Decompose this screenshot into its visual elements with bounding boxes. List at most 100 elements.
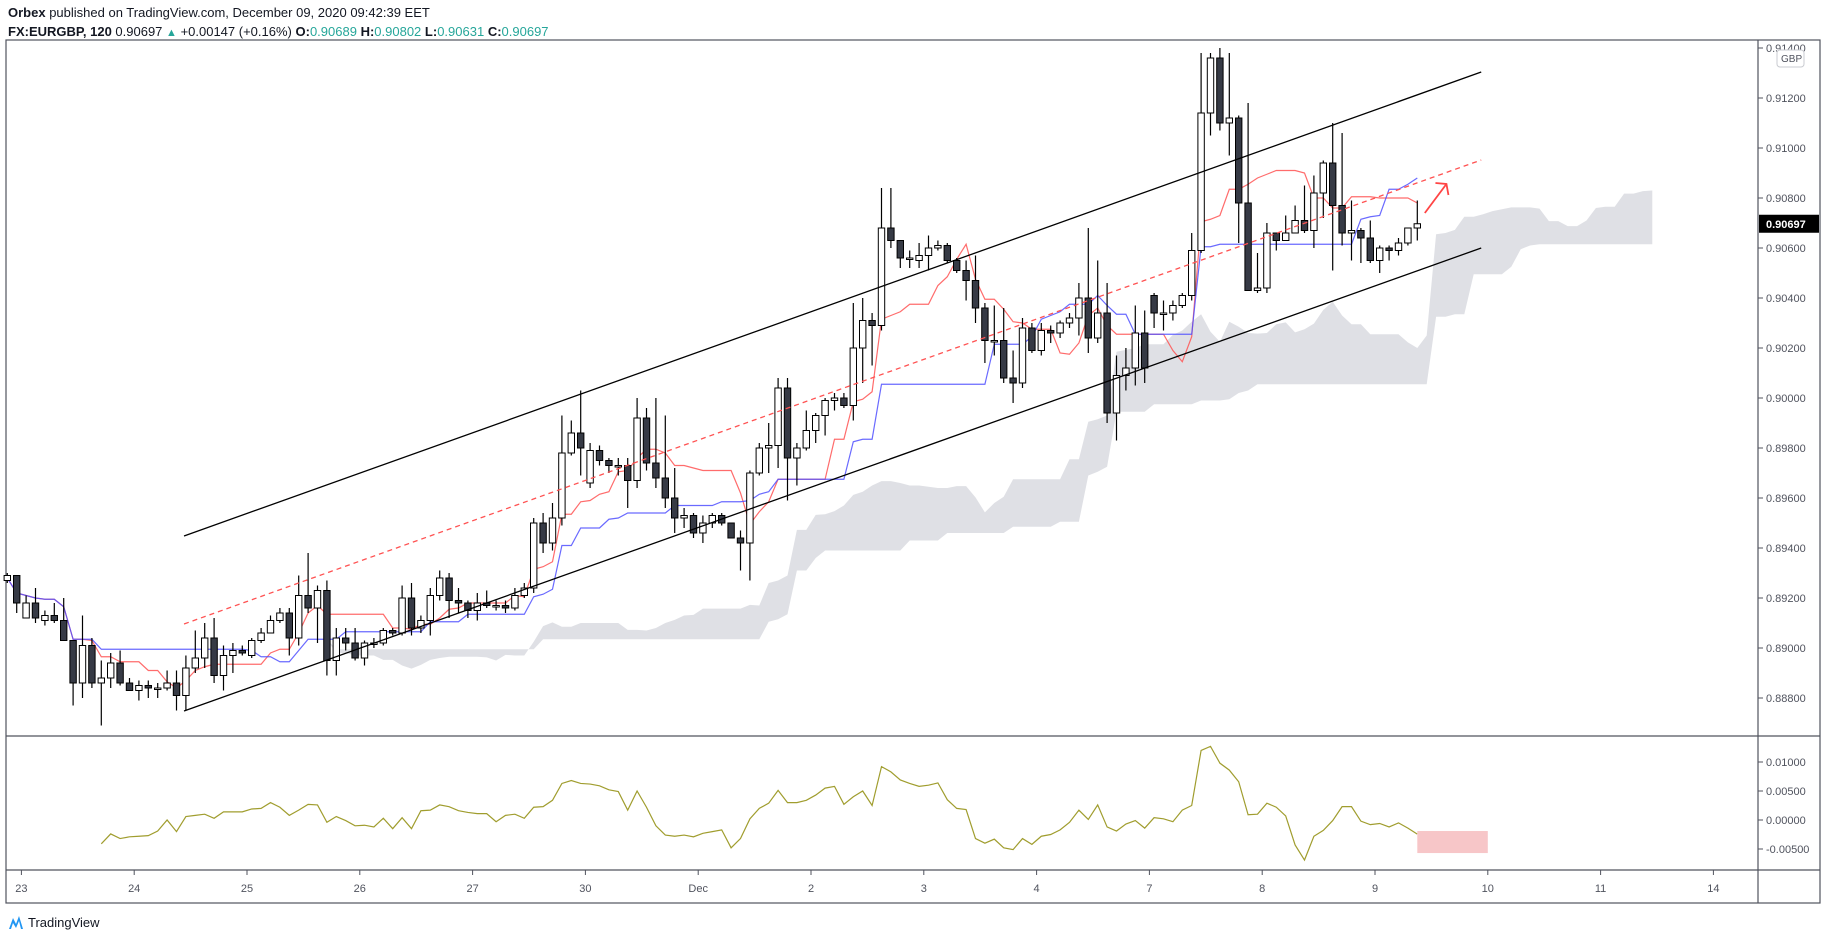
candle-bearish	[445, 577, 453, 601]
price-change: +0.00147 (+0.16%)	[180, 24, 292, 39]
candle-bullish	[633, 417, 641, 481]
candle-bullish	[877, 227, 886, 326]
candle-bullish	[219, 655, 228, 676]
candle-bullish	[492, 605, 500, 608]
candle-bearish	[943, 245, 951, 261]
candle-bullish	[1159, 312, 1168, 315]
candle-bullish	[774, 387, 782, 446]
candle-bullish	[107, 662, 115, 679]
candle-bearish	[652, 462, 660, 479]
y-tick-label: 0.90800	[1766, 193, 1806, 205]
candle-bullish	[398, 597, 406, 634]
candle-bullish	[41, 615, 49, 621]
candle-bearish	[285, 612, 294, 639]
triangle-up-icon: ▲	[166, 27, 177, 39]
publish-info: Orbex published on TradingView.com, Dece…	[8, 5, 430, 20]
currency-badge-label: GBP	[1781, 54, 1802, 65]
candle-bullish	[765, 445, 773, 449]
candle-bullish	[97, 677, 105, 684]
y-tick-label: 0.89200	[1766, 593, 1806, 605]
candle-bearish	[577, 432, 585, 449]
candle-bullish	[1347, 230, 1356, 234]
candle-bearish	[981, 307, 989, 341]
candle-bullish	[1112, 375, 1121, 414]
low-label: L:	[424, 24, 438, 39]
candle-bullish	[182, 667, 190, 696]
arrow-head-icon	[1435, 182, 1450, 196]
candle-bullish	[859, 320, 867, 349]
close-label: C:	[487, 24, 502, 39]
trend-arrow	[1424, 183, 1448, 214]
high-label: H:	[360, 24, 375, 39]
tradingview-logo[interactable]: TradingView	[8, 914, 100, 930]
candle-bearish	[727, 522, 735, 539]
candle-bearish	[69, 640, 77, 684]
candle-bullish	[990, 340, 998, 343]
candle-bullish	[1394, 242, 1403, 251]
x-tick-label: 27	[466, 883, 478, 895]
candle-bearish	[501, 605, 510, 609]
conversion-line	[6, 169, 1418, 689]
x-tick-label: Dec	[688, 883, 708, 895]
momentum-line	[100, 745, 1418, 862]
candle-bearish	[887, 227, 895, 241]
candle-bullish	[436, 577, 444, 596]
candle-bearish	[971, 280, 980, 309]
candle-bearish	[689, 515, 698, 534]
candle-bearish	[1141, 332, 1149, 369]
candle-bearish	[1103, 312, 1111, 414]
channel-mid-dashed-line	[183, 159, 1482, 625]
candle-bearish	[304, 595, 312, 609]
candle-bearish	[671, 497, 679, 519]
candle-bearish	[1009, 377, 1017, 384]
tradingview-logo-icon	[9, 916, 23, 929]
candle-bullish	[548, 517, 557, 544]
candle-bullish	[379, 630, 388, 644]
candle-bearish	[595, 450, 604, 461]
y-tick-label: 0.90400	[1766, 293, 1806, 305]
osc-y-tick-label: 0.01000	[1766, 757, 1806, 769]
annotation-box	[1417, 831, 1488, 854]
candle-bullish	[1131, 332, 1139, 369]
ichimoku-cloud	[242, 190, 1653, 669]
base-line	[6, 177, 1418, 663]
candle-bearish	[342, 637, 350, 644]
candle-bullish	[257, 632, 265, 641]
candle-bullish	[699, 522, 707, 534]
candle-bearish	[1000, 340, 1008, 379]
x-tick-label: 11	[1595, 883, 1606, 895]
publisher-name: Orbex	[8, 5, 46, 20]
candle-bullish	[906, 257, 914, 260]
high-value: 0.90802	[374, 24, 422, 39]
open-value: 0.90689	[309, 24, 357, 39]
candle-bullish	[1188, 250, 1196, 296]
candle-bearish	[783, 387, 792, 459]
x-tick-label: 10	[1482, 883, 1494, 895]
symbol-name: FX:EURGBP, 120	[8, 24, 112, 39]
candle-bullish	[849, 347, 857, 406]
logo-text: TradingView	[28, 914, 100, 930]
last-price-label: 0.90697	[1766, 219, 1806, 231]
y-tick-label: 0.88800	[1766, 693, 1806, 705]
candle-bullish	[1225, 117, 1233, 124]
candle-bullish	[821, 400, 829, 416]
candle-bullish	[567, 432, 575, 454]
candle-bullish	[248, 640, 256, 656]
candle-bullish	[1065, 317, 1074, 324]
x-tick-label: 8	[1259, 883, 1265, 895]
x-tick-label: 14	[1707, 883, 1719, 895]
y-tick-label: 0.90200	[1766, 343, 1806, 355]
candle-bullish	[802, 430, 810, 449]
last-price: 0.90697	[115, 24, 163, 39]
x-tick-label: 3	[921, 883, 927, 895]
candle-bullish	[1319, 162, 1327, 194]
candle-bullish	[530, 522, 538, 589]
osc-y-tick-label: -0.00500	[1766, 844, 1809, 856]
candle-bearish	[736, 537, 745, 544]
candle-bearish	[1244, 202, 1252, 291]
candle-bearish	[323, 590, 331, 661]
candle-bullish	[295, 595, 303, 639]
chart-frame	[5, 39, 1821, 904]
candle-bearish	[407, 597, 416, 629]
